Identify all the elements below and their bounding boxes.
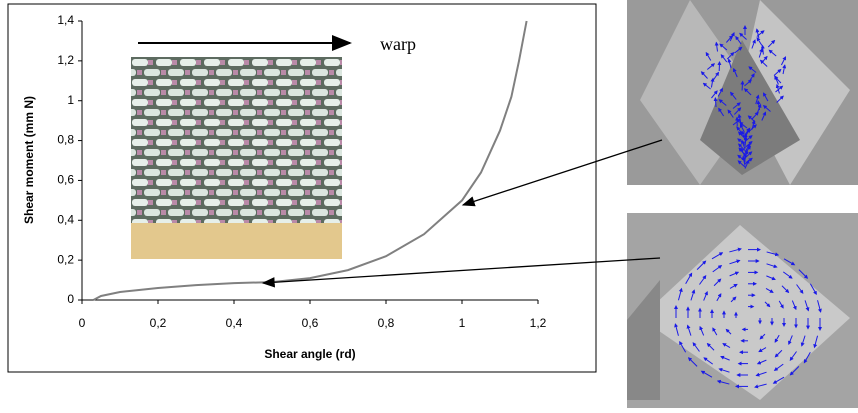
x-tick-label: 0,8 [378,316,395,330]
fabric-edge [131,223,342,259]
vector-image-top [627,0,858,185]
y-tick-label: 1,2 [57,53,74,67]
x-tick-label: 0,2 [150,316,167,330]
vector [742,82,743,91]
x-axis-label: Shear angle (rd) [264,347,355,361]
y-tick-label: 0 [67,292,74,306]
vector [715,98,716,107]
y-tick-label: 0,4 [57,212,74,226]
y-tick-label: 0,2 [57,252,74,266]
y-tick-label: 0,6 [57,173,74,187]
y-tick-label: 1 [67,93,74,107]
x-tick-label: 1,2 [530,316,547,330]
x-tick-label: 0,6 [302,316,319,330]
x-tick-label: 0,4 [226,316,243,330]
annotation: warp [380,34,416,54]
y-tick-label: 1,4 [57,13,74,27]
y-tick-label: 0,8 [57,133,74,147]
fabric-image [131,57,342,223]
y-axis-label: Shear moment (mm N) [22,96,36,224]
x-tick-label: 1 [459,316,466,330]
vector-image-bottom [627,213,858,408]
x-tick-label: 0 [79,316,86,330]
